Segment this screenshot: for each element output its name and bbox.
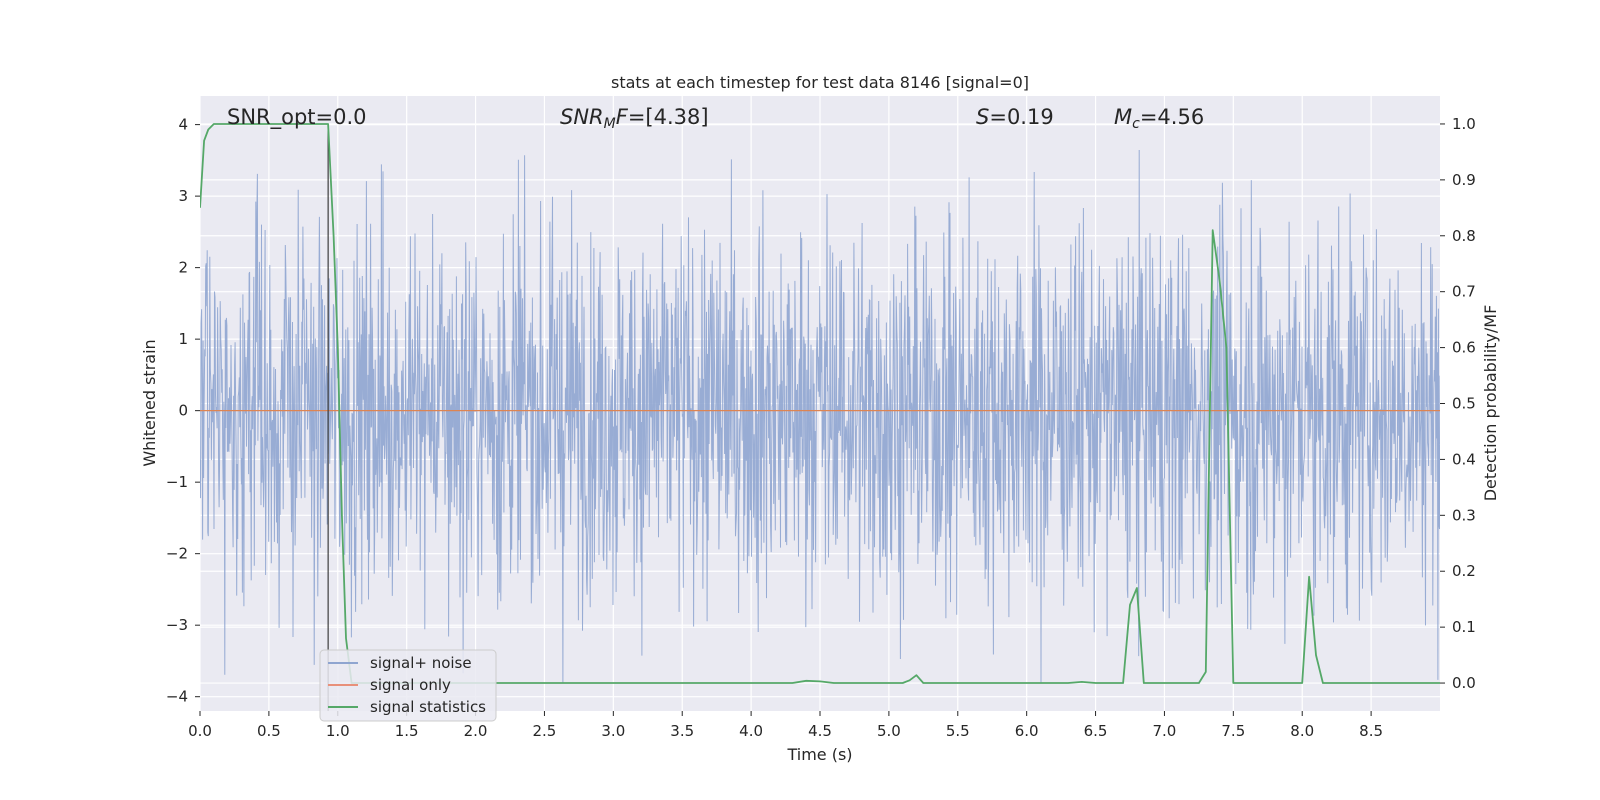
annotation-snr-opt: SNR_opt=0.0: [227, 105, 367, 130]
noise-line: [200, 149, 1440, 683]
y2-tick-label: 0.9: [1452, 171, 1476, 189]
annotation-s-value: =0.19: [989, 105, 1053, 129]
x-tick-label: 3.0: [601, 722, 625, 740]
y-axis-label: Whitened strain: [140, 339, 159, 466]
signal-statistics-line: [200, 123, 1440, 684]
x-tick-label: 0.0: [188, 722, 212, 740]
x-tick-label: 4.5: [808, 722, 832, 740]
y-tick-label: −4: [166, 688, 188, 706]
legend-box: [319, 649, 497, 722]
y-axis-ticks: 4 3 2 1 0 −1 −2 −3 −4: [166, 116, 200, 706]
y2-tick-label: 0.6: [1452, 339, 1476, 357]
y-tick-label: 0: [178, 402, 188, 420]
x-tick-label: 4.0: [739, 722, 763, 740]
x-tick-label: 0.5: [257, 722, 281, 740]
x-tick-label: 5.0: [877, 722, 901, 740]
annotation-snr-mf: SNRMF=[4.38]: [560, 105, 709, 132]
x-tick-label: 2.0: [464, 722, 488, 740]
y2-tick-label: 0.0: [1452, 674, 1476, 692]
noise-trace: [200, 149, 1440, 683]
y2-tick-label: 0.3: [1452, 506, 1476, 524]
x-tick-label: 8.5: [1359, 722, 1383, 740]
x-tick-label: 6.5: [1084, 722, 1108, 740]
y2-tick-label: 0.7: [1452, 283, 1476, 301]
x-tick-label: 5.5: [946, 722, 970, 740]
annotation-s: S=0.19: [976, 105, 1054, 129]
legend: signal+ noise signal only signal statist…: [319, 649, 497, 722]
x-tick-label: 1.0: [326, 722, 350, 740]
x-tick-label: 1.5: [395, 722, 419, 740]
legend-label-signal: signal only: [370, 676, 451, 694]
signal-statistics-series: [200, 123, 1440, 684]
x-axis-label: Time (s): [786, 745, 852, 764]
y2-tick-label: 0.1: [1452, 618, 1476, 636]
x-axis-ticks: 0.0 0.5 1.0 1.5 2.0 2.5 3.0 3.5 4.0 4.5 5.0 5.5 6.0 6…: [188, 711, 1383, 740]
y-tick-label: −1: [166, 473, 188, 491]
y2-axis-ticks: 1.0 0.9 0.8 0.7 0.6 0.5 0.4 0.3 0.2 0.1 0.0: [1440, 115, 1476, 692]
y2-tick-label: 0.8: [1452, 227, 1476, 245]
y-tick-label: 3: [178, 187, 188, 205]
y-tick-label: 1: [178, 330, 188, 348]
annotation-mc: Mc=4.56: [1114, 105, 1204, 132]
annotation-mc-value: =4.56: [1140, 105, 1204, 129]
y2-tick-label: 0.5: [1452, 395, 1476, 413]
legend-label-stats: signal statistics: [370, 698, 486, 716]
x-tick-label: 6.0: [1015, 722, 1039, 740]
y-tick-label: 2: [178, 259, 188, 277]
annotation-snr-mf-value: =[4.38]: [628, 105, 709, 129]
x-tick-label: 3.5: [670, 722, 694, 740]
x-tick-label: 2.5: [533, 722, 557, 740]
y2-tick-label: 1.0: [1452, 115, 1476, 133]
legend-label-noise: signal+ noise: [370, 654, 472, 672]
y-tick-label: 4: [178, 116, 188, 134]
x-tick-label: 7.5: [1221, 722, 1245, 740]
chart-title: stats at each timestep for test data 814…: [611, 73, 1029, 92]
y2-axis-label: Detection probability/MF: [1481, 305, 1500, 502]
x-tick-label: 8.0: [1290, 722, 1314, 740]
y-tick-label: −2: [166, 545, 188, 563]
y2-tick-label: 0.4: [1452, 450, 1476, 468]
y-tick-label: −3: [166, 616, 188, 634]
y2-tick-label: 0.2: [1452, 562, 1476, 580]
x-tick-label: 7.0: [1153, 722, 1177, 740]
